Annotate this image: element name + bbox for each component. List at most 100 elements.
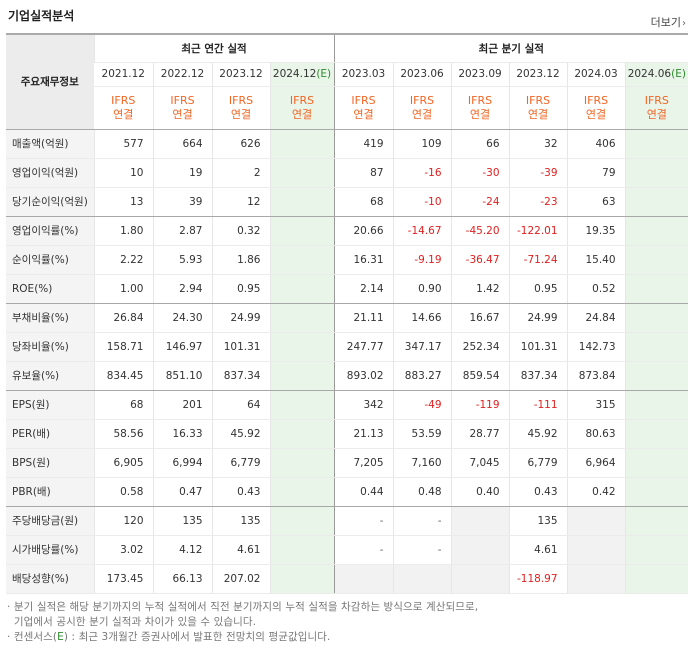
basis-cell: IFRS 연결 (269, 86, 335, 130)
quarter-value: 347.17 (392, 332, 452, 362)
annual-period-label: 2022.12 (160, 68, 205, 80)
quarter-value: 1.42 (450, 274, 510, 304)
row-label: 당기순이익(억원) (6, 187, 94, 217)
annual-period-label: 2021.12 (101, 68, 145, 80)
annual-value: 2.22 (93, 245, 153, 275)
annual-value: 837.34 (211, 361, 270, 391)
quarter-value: 68 (333, 187, 394, 217)
annual-value: 5.93 (152, 245, 212, 275)
basis-cell: IFRS 연결 (211, 86, 270, 130)
table-row: 영업이익(억원) 10 19 2 87 -16 -30 -39 79 (6, 158, 689, 188)
annual-value (269, 303, 335, 333)
quarter-period-label: 2023.12 (516, 68, 560, 80)
quarter-value (624, 448, 689, 478)
quarter-value: 16.67 (450, 303, 510, 333)
annual-value (269, 245, 335, 275)
quarter-value: 419 (333, 129, 394, 159)
row-label: PER(배) (6, 419, 94, 449)
quarter-value: 0.48 (392, 477, 452, 507)
quarter-value: 7,205 (333, 448, 394, 478)
quarter-value: 20.66 (333, 216, 394, 246)
footnote-3-e: E (57, 631, 64, 643)
quarter-value: 28.77 (450, 419, 510, 449)
quarter-value: 873.84 (566, 361, 626, 391)
quarter-value: 16.31 (333, 245, 394, 275)
quarter-value: 0.43 (508, 477, 568, 507)
quarter-value: 24.99 (508, 303, 568, 333)
annual-value: 0.58 (93, 477, 153, 507)
annual-value (269, 274, 335, 304)
annual-value (269, 361, 335, 391)
basis-cell: IFRS 연결 (450, 86, 510, 130)
annual-value: 39 (152, 187, 212, 217)
quarter-period-label: 2023.06 (400, 68, 444, 80)
annual-value: 4.61 (211, 535, 270, 565)
quarter-value: - (392, 535, 452, 565)
annual-value: 24.99 (211, 303, 270, 333)
annual-value (269, 332, 335, 362)
basis-ifrs: IFRS (289, 93, 315, 107)
row-label: 배당성향(%) (6, 564, 94, 594)
quarter-value: -119 (450, 390, 510, 420)
annual-value: 101.31 (211, 332, 270, 362)
quarter-value (566, 535, 626, 565)
basis-cell: IFRS 연결 (508, 86, 568, 130)
quarter-value: 0.90 (392, 274, 452, 304)
annual-group-header: 최근 연간 실적 (93, 33, 335, 63)
annual-value: 0.95 (211, 274, 270, 304)
quarter-period-0: 2023.03 (333, 62, 394, 87)
annual-value (269, 129, 335, 159)
basis-ifrs: IFRS (409, 93, 435, 107)
quarter-value (624, 361, 689, 391)
basis-consolidated: 연결 (411, 107, 433, 121)
estimate-suffix: (E) (316, 68, 332, 80)
annual-value: 207.02 (211, 564, 270, 594)
row-label: 매출액(억원) (6, 129, 94, 159)
annual-value: 201 (152, 390, 212, 420)
quarter-period-3: 2023.12 (508, 62, 568, 87)
basis-ifrs: IFRS (644, 93, 669, 107)
quarter-value: 109 (392, 129, 452, 159)
table-row: PBR(배) 0.58 0.47 0.43 0.44 0.48 0.40 0.43 0.42 (6, 477, 689, 507)
table-row: 부채비율(%) 26.84 24.30 24.99 21.11 14.66 16.67 24.… (6, 303, 689, 333)
quarter-value: 53.59 (392, 419, 452, 449)
quarter-value: 0.42 (566, 477, 626, 507)
quarter-value: 859.54 (450, 361, 510, 391)
annual-value: 1.80 (93, 216, 153, 246)
basis-cell: IFRS 연결 (152, 86, 212, 130)
basis-cell: IFRS 연결 (392, 86, 452, 130)
quarter-value (566, 564, 626, 594)
more-label: 더보기 (650, 16, 681, 29)
row-label: EPS(원) (6, 390, 94, 420)
quarter-value (624, 274, 689, 304)
quarter-value (624, 245, 689, 275)
annual-value: 64 (211, 390, 270, 420)
basis-consolidated: 연결 (172, 107, 193, 121)
quarter-value (624, 187, 689, 217)
basis-ifrs: IFRS (583, 93, 609, 107)
basis-ifrs: IFRS (525, 93, 551, 107)
quarter-value: 247.77 (333, 332, 394, 362)
quarter-value: 315 (566, 390, 626, 420)
annual-value: 626 (211, 129, 270, 159)
quarter-period-label: 2023.03 (341, 68, 386, 80)
annual-value: 2.94 (152, 274, 212, 304)
annual-value: 158.71 (93, 332, 153, 362)
annual-value: 577 (93, 129, 153, 159)
annual-value (269, 419, 335, 449)
annual-value: 12 (211, 187, 270, 217)
quarter-value: 883.27 (392, 361, 452, 391)
quarter-value (624, 419, 689, 449)
financial-table: 주요재무정보 최근 연간 실적 최근 분기 실적 2021.12 2022.12 2… (6, 33, 689, 594)
row-label: PBR(배) (6, 477, 94, 507)
quarter-value (624, 158, 689, 188)
quarter-value: -71.24 (508, 245, 568, 275)
more-link[interactable]: 더보기› (651, 14, 686, 30)
quarter-value: 101.31 (508, 332, 568, 362)
quarter-period-label: 2024.03 (574, 68, 618, 80)
quarter-value: 342 (333, 390, 394, 420)
annual-value: 58.56 (93, 419, 153, 449)
row-label: BPS(원) (6, 448, 94, 478)
quarter-value: 32 (508, 129, 568, 159)
quarter-group-header: 최근 분기 실적 (333, 33, 689, 63)
